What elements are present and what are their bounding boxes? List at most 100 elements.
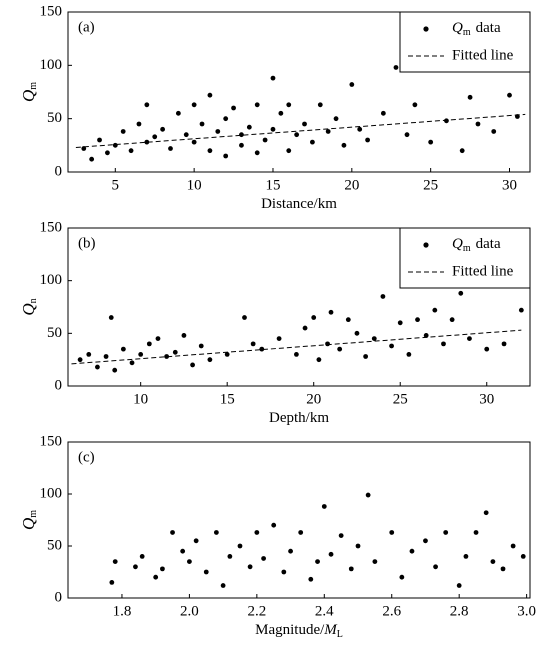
data-point — [302, 121, 307, 127]
data-point — [308, 576, 314, 582]
data-point — [120, 346, 126, 352]
data-point — [467, 94, 473, 100]
data-point — [286, 102, 292, 108]
data-point — [259, 346, 265, 352]
data-point — [389, 530, 395, 535]
y-tick-label: 50 — [47, 110, 62, 126]
data-point — [328, 309, 334, 315]
y-label-subscript: m — [28, 82, 39, 90]
data-point — [363, 354, 369, 359]
data-point — [357, 126, 363, 132]
data-point — [328, 551, 334, 557]
data-point — [153, 574, 159, 580]
data-point — [286, 148, 292, 154]
data-point — [518, 307, 524, 313]
data-point — [325, 341, 330, 347]
legend-symbol: Q — [452, 20, 463, 36]
y-tick-label: 0 — [55, 377, 63, 393]
x-tick-label: 30 — [502, 177, 517, 193]
fitted-line — [71, 329, 522, 365]
data-point — [270, 75, 276, 81]
data-point — [133, 564, 138, 570]
data-point — [170, 530, 175, 535]
data-point — [458, 290, 464, 296]
data-point — [365, 137, 370, 143]
data-point — [172, 349, 178, 355]
data-point — [224, 352, 230, 357]
data-point — [207, 148, 213, 154]
x-tick-label: 3.0 — [517, 603, 536, 619]
plot-frame — [67, 227, 531, 387]
data-point — [415, 317, 420, 323]
data-point — [155, 336, 161, 341]
legend-box — [399, 227, 531, 289]
x-label-text: Distance/km — [261, 196, 337, 212]
data-point — [207, 357, 213, 363]
data-point — [227, 554, 233, 559]
y-tick-label: 150 — [40, 3, 63, 19]
data-point — [397, 320, 403, 326]
x-tick-label: 25 — [423, 177, 438, 193]
data-point — [433, 564, 438, 570]
x-tick-label: 10 — [133, 391, 148, 407]
x-tick-label: 20 — [306, 391, 321, 407]
data-point — [193, 538, 199, 544]
data-point — [483, 510, 489, 516]
data-point — [242, 315, 247, 320]
x-tick-label: 15 — [220, 391, 235, 407]
data-point — [144, 102, 150, 108]
data-point — [302, 325, 308, 331]
y-label-subscript: m — [28, 510, 39, 518]
y-label-symbol: Q — [19, 303, 38, 315]
x-axis-label: Distance/km — [261, 196, 337, 212]
legend-label: Fitted line — [452, 47, 514, 63]
data-point — [349, 82, 355, 87]
y-tick-label: 100 — [40, 272, 63, 288]
x-tick-label: 2.8 — [450, 603, 469, 619]
data-point — [510, 543, 516, 549]
data-point — [409, 548, 415, 554]
data-point — [181, 333, 187, 338]
data-point — [380, 110, 386, 116]
plot-frame — [67, 441, 531, 599]
data-point — [112, 559, 118, 564]
data-point — [294, 352, 299, 357]
data-point — [223, 116, 229, 122]
x-label-text: Depth/km — [269, 410, 329, 426]
y-axis-label: Qm — [19, 82, 39, 102]
legend-symbol: Q — [452, 236, 463, 252]
data-point — [321, 504, 327, 509]
data-point — [315, 559, 320, 564]
panel-label: (b) — [78, 235, 96, 251]
data-point — [490, 559, 496, 564]
fitted-line — [75, 113, 526, 148]
data-point — [112, 367, 118, 373]
data-point — [190, 362, 195, 368]
data-point — [187, 559, 192, 564]
data-point — [129, 360, 135, 366]
data-point — [213, 530, 219, 535]
x-tick-label: 30 — [479, 391, 494, 407]
data-point — [500, 566, 506, 572]
data-point — [198, 343, 204, 349]
data-point — [138, 352, 144, 357]
data-point — [144, 139, 150, 145]
x-tick-label: 2.6 — [382, 603, 401, 619]
y-tick-label: 50 — [47, 537, 62, 553]
x-tick-label: 1.8 — [113, 603, 132, 619]
data-point — [501, 341, 507, 347]
data-point — [484, 346, 490, 352]
data-point — [95, 364, 100, 370]
data-point — [207, 92, 213, 98]
data-point — [432, 307, 438, 313]
y-tick-label: 150 — [40, 219, 63, 235]
data-point — [423, 538, 428, 544]
data-point — [108, 315, 114, 320]
data-point — [399, 574, 405, 580]
legend-marker — [423, 242, 429, 248]
y-axis-label: Qn — [19, 298, 39, 315]
legend-label: Fitted line — [452, 263, 514, 279]
data-point — [254, 150, 260, 156]
data-point — [261, 556, 266, 561]
x-axis-label: Magnitude/ML — [255, 622, 343, 640]
